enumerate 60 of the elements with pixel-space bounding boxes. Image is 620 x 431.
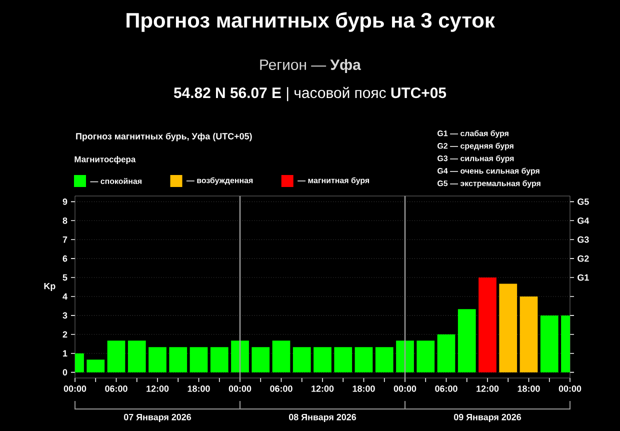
chart-title: Прогноз магнитных бурь на 3 суток [126, 12, 495, 32]
y-tick-label: 8 [62, 217, 68, 224]
text: 07 Января 2026 [124, 414, 192, 422]
bar [252, 347, 270, 372]
x-tick-label: 12:00 [476, 386, 499, 392]
y-tick-label: 9 [62, 198, 68, 205]
x-tick-label: 18:00 [188, 386, 210, 392]
text: 54.82 N 56.07 E | часовой пояс UTC+05 [174, 86, 446, 102]
x-tick-label: 12:00 [312, 386, 334, 392]
x-tick-label: 06:00 [435, 386, 458, 392]
bar [292, 347, 311, 372]
y-tick-label: 3 [62, 312, 68, 319]
y-axis-title: Kp [44, 282, 56, 292]
bar [458, 309, 476, 372]
bar [190, 347, 208, 372]
bar [86, 360, 105, 372]
bar [416, 340, 435, 372]
x-tick-label: 00:00 [558, 386, 582, 392]
chart-subtitle: Регион — Уфа [260, 59, 362, 73]
x-tick-label: 06:00 [270, 386, 292, 392]
bar [169, 347, 188, 372]
x-tick-label: 18:00 [352, 386, 375, 392]
text: G1 [578, 274, 589, 281]
bar [107, 340, 126, 372]
bar [354, 347, 373, 372]
x-tick-label: 06:00 [105, 386, 128, 392]
bar [375, 347, 394, 372]
bar [540, 315, 558, 372]
text: G3 [578, 236, 589, 243]
legend-title: Магнитосфера [74, 156, 136, 164]
text: G4 [578, 217, 590, 224]
bar [128, 340, 146, 372]
bar [272, 340, 290, 372]
text: G2 [578, 255, 589, 262]
bar [334, 347, 352, 372]
bar [314, 347, 332, 372]
bar [396, 340, 414, 372]
y-tick-label: 6 [62, 255, 68, 262]
bar [148, 347, 166, 372]
y-tick-label: 5 [62, 274, 68, 281]
bar [478, 278, 496, 372]
bar [499, 284, 518, 372]
bar [210, 347, 228, 372]
text: G5 [578, 198, 589, 205]
text: Прогноз магнитных бурь, Уфа (UTC+05) [76, 132, 252, 142]
x-tick-label: 12:00 [146, 386, 169, 392]
bar [520, 296, 538, 372]
x-tick-label: 18:00 [518, 386, 540, 392]
bar [437, 334, 456, 372]
x-tick-label: 00:00 [228, 386, 252, 392]
y-tick-label: 2 [62, 331, 68, 338]
x-tick-label: 00:00 [64, 386, 86, 392]
x-tick-label: 00:00 [394, 386, 416, 392]
y-tick-label: 4 [62, 293, 68, 300]
y-tick-label: 0 [62, 369, 68, 376]
y-tick-label: 7 [62, 236, 68, 243]
text: 08 Января 2026 [288, 414, 356, 422]
y-tick-label: 1 [63, 350, 68, 356]
bar [231, 340, 249, 372]
text: 09 Января 2026 [454, 414, 522, 422]
